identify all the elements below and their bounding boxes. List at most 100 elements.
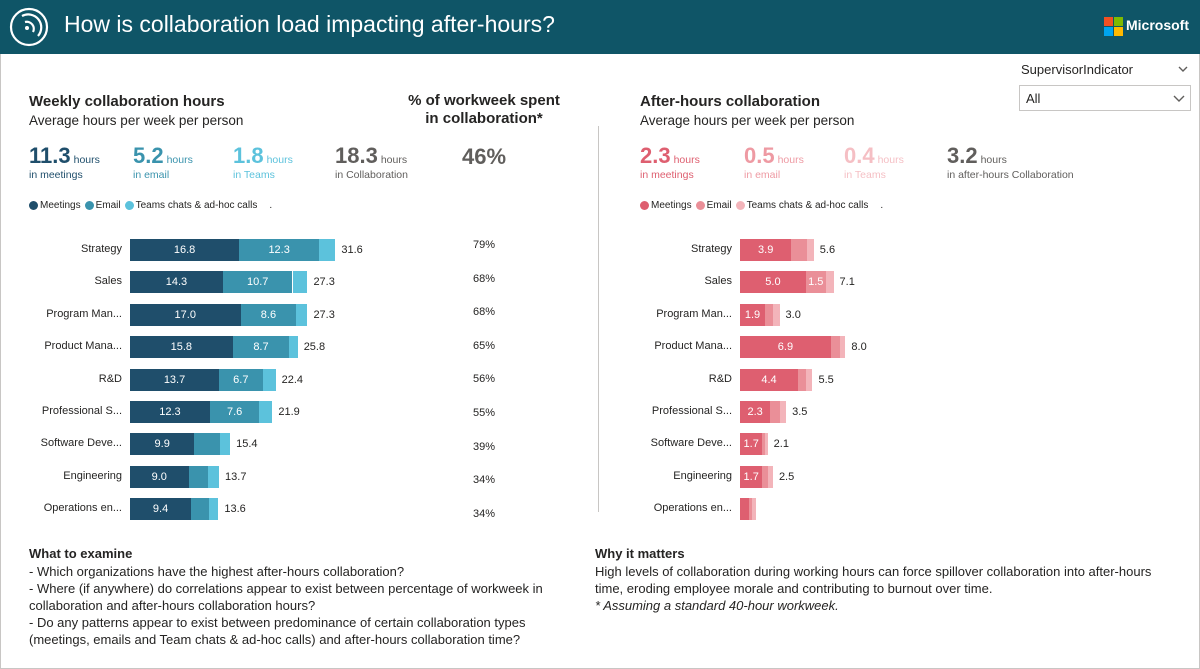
bar-segment — [762, 465, 768, 488]
kpi-tile: 0.5 hours in email — [744, 143, 804, 181]
legend-label: Email — [706, 200, 732, 211]
pct-workweek-value: 68% — [472, 306, 496, 319]
examine-title: What to examine — [29, 546, 133, 561]
bar-segment — [259, 401, 273, 423]
slicer-label: SupervisorIndicator — [1021, 62, 1133, 77]
kpi-unit: hours — [266, 154, 293, 166]
examine-line: - Do any patterns appear to exist betwee… — [29, 615, 526, 630]
legend-label: Teams chats & ad-hoc calls — [746, 200, 869, 211]
header-bar: How is collaboration load impacting afte… — [0, 0, 1200, 54]
bar-segment: 1.7 — [740, 465, 763, 488]
bar-total-label: 15.4 — [236, 438, 258, 451]
row-label: Software Deve... — [40, 437, 122, 450]
kpi-tile: 5.2 hours in email — [133, 143, 193, 181]
pct-title-line1: % of workweek spent — [408, 92, 560, 109]
bar-segment: 6.7 — [219, 368, 263, 391]
legend-dot-icon — [29, 201, 38, 210]
row-label: Program Man... — [46, 307, 122, 320]
kpi-value-line: 18.3 hours — [335, 143, 408, 169]
bar-segment: 12.3 — [130, 401, 210, 423]
legend-item: Meetings — [640, 200, 692, 211]
bar-segment: 12.3 — [239, 239, 320, 261]
kpi-value: 0.4 — [844, 143, 875, 168]
legend-item: Teams chats & ad-hoc calls — [735, 200, 869, 211]
row-label: Software Deve... — [650, 437, 732, 450]
legend-label: Email — [95, 200, 121, 211]
right-chart-legend: Meetings Email Teams chats & ad-hoc calls. — [640, 200, 883, 211]
bar-segment: 5.0 — [740, 271, 806, 294]
row-label: Professional S... — [41, 405, 122, 417]
bar-total-label: 27.3 — [313, 308, 335, 321]
bar-segment — [840, 336, 846, 359]
bar-segment: 3.9 — [740, 239, 792, 261]
examine-line: collaboration and after-hours collaborat… — [29, 598, 316, 613]
row-label: Program Man... — [656, 307, 732, 320]
kpi-value-line: 2.3 hours — [640, 143, 700, 169]
bar-total-label: 5.5 — [818, 373, 834, 386]
matters-title: Why it matters — [595, 546, 685, 561]
bar-total-label: 25.8 — [303, 341, 326, 354]
bar-total-label: 7.1 — [839, 276, 855, 289]
legend-label: Meetings — [40, 200, 81, 211]
kpi-unit: hours — [877, 154, 904, 166]
pct-workweek-value: 65% — [472, 339, 496, 352]
kpi-unit: hours — [673, 154, 700, 166]
bar-segment: 10.7 — [222, 271, 293, 294]
slicer-collapse-chevron-icon[interactable] — [1177, 62, 1189, 76]
matters-line: time, eroding employee morale and contri… — [595, 581, 993, 596]
legend-trailing: . — [880, 200, 884, 211]
row-label: R&D — [708, 372, 732, 385]
legend-dot-icon — [735, 201, 745, 210]
weekly-collab-title: Weekly collaboration hours — [29, 93, 225, 110]
pct-title-line2: in collaboration* — [425, 110, 543, 127]
chevron-down-icon — [1173, 95, 1185, 102]
after-hours-subtitle: Average hours per week per person — [640, 113, 855, 128]
kpi-caption: in Teams — [233, 169, 275, 181]
kpi-value-line: 0.5 hours — [744, 143, 804, 169]
bar-segment — [209, 498, 219, 521]
bar-segment — [767, 465, 773, 488]
kpi-value-line: 5.2 hours — [133, 143, 193, 169]
kpi-value: 2.3 — [640, 143, 671, 168]
bar-total-label: 27.3 — [313, 276, 335, 289]
bar-segment: 2.3 — [740, 401, 771, 423]
kpi-unit: hours — [166, 154, 193, 166]
bar-segment — [319, 239, 336, 261]
bar-segment: 9.0 — [130, 465, 189, 488]
pct-workweek-kpi: 46% — [462, 144, 507, 169]
matters-line: High levels of collaboration during work… — [595, 564, 1152, 579]
bar-segment: 7.6 — [209, 401, 260, 423]
bar-total-label: 2.5 — [778, 470, 795, 483]
kpi-value: 5.2 — [133, 143, 164, 168]
bar-segment — [289, 336, 298, 359]
bar-segment — [779, 401, 787, 423]
weekly-collab-subtitle: Average hours per week per person — [29, 113, 244, 128]
bar-segment — [825, 271, 834, 294]
dropdown-selected-value: All — [1026, 91, 1041, 106]
kpi-caption: in Collaboration — [335, 169, 408, 181]
legend-dot-icon — [124, 201, 134, 210]
left-chart-legend: Meetings Email Teams chats & ad-hoc calls. — [29, 200, 272, 211]
bar-total-label: 2.1 — [773, 438, 789, 451]
kpi-tile: 3.2 hours in after-hours Collaboration — [947, 143, 1074, 181]
bar-segment — [749, 498, 752, 521]
kpi-value: 11.3 — [29, 143, 71, 168]
section-divider — [598, 126, 599, 512]
kpi-value: 18.3 — [335, 143, 378, 168]
kpi-caption: in meetings — [640, 169, 694, 181]
kpi-unit: hours — [777, 154, 804, 166]
pct-workweek-value: 55% — [472, 407, 496, 419]
row-label: Operations en... — [653, 502, 732, 515]
bar-segment: 14.3 — [130, 271, 223, 294]
viva-insights-logo-icon — [9, 7, 49, 47]
bar-segment — [770, 401, 780, 423]
after-hours-title: After-hours collaboration — [640, 93, 821, 110]
bar-segment: 6.9 — [740, 336, 831, 359]
bar-total-label: 5.6 — [819, 244, 836, 256]
bar-total-label: 3.0 — [785, 308, 801, 321]
bar-segment: 13.7 — [130, 368, 220, 391]
kpi-caption: in after-hours Collaboration — [947, 169, 1074, 181]
kpi-caption: in email — [744, 169, 781, 181]
supervisor-indicator-dropdown[interactable]: All — [1019, 85, 1191, 111]
legend-item: Teams chats & ad-hoc calls — [124, 200, 257, 211]
